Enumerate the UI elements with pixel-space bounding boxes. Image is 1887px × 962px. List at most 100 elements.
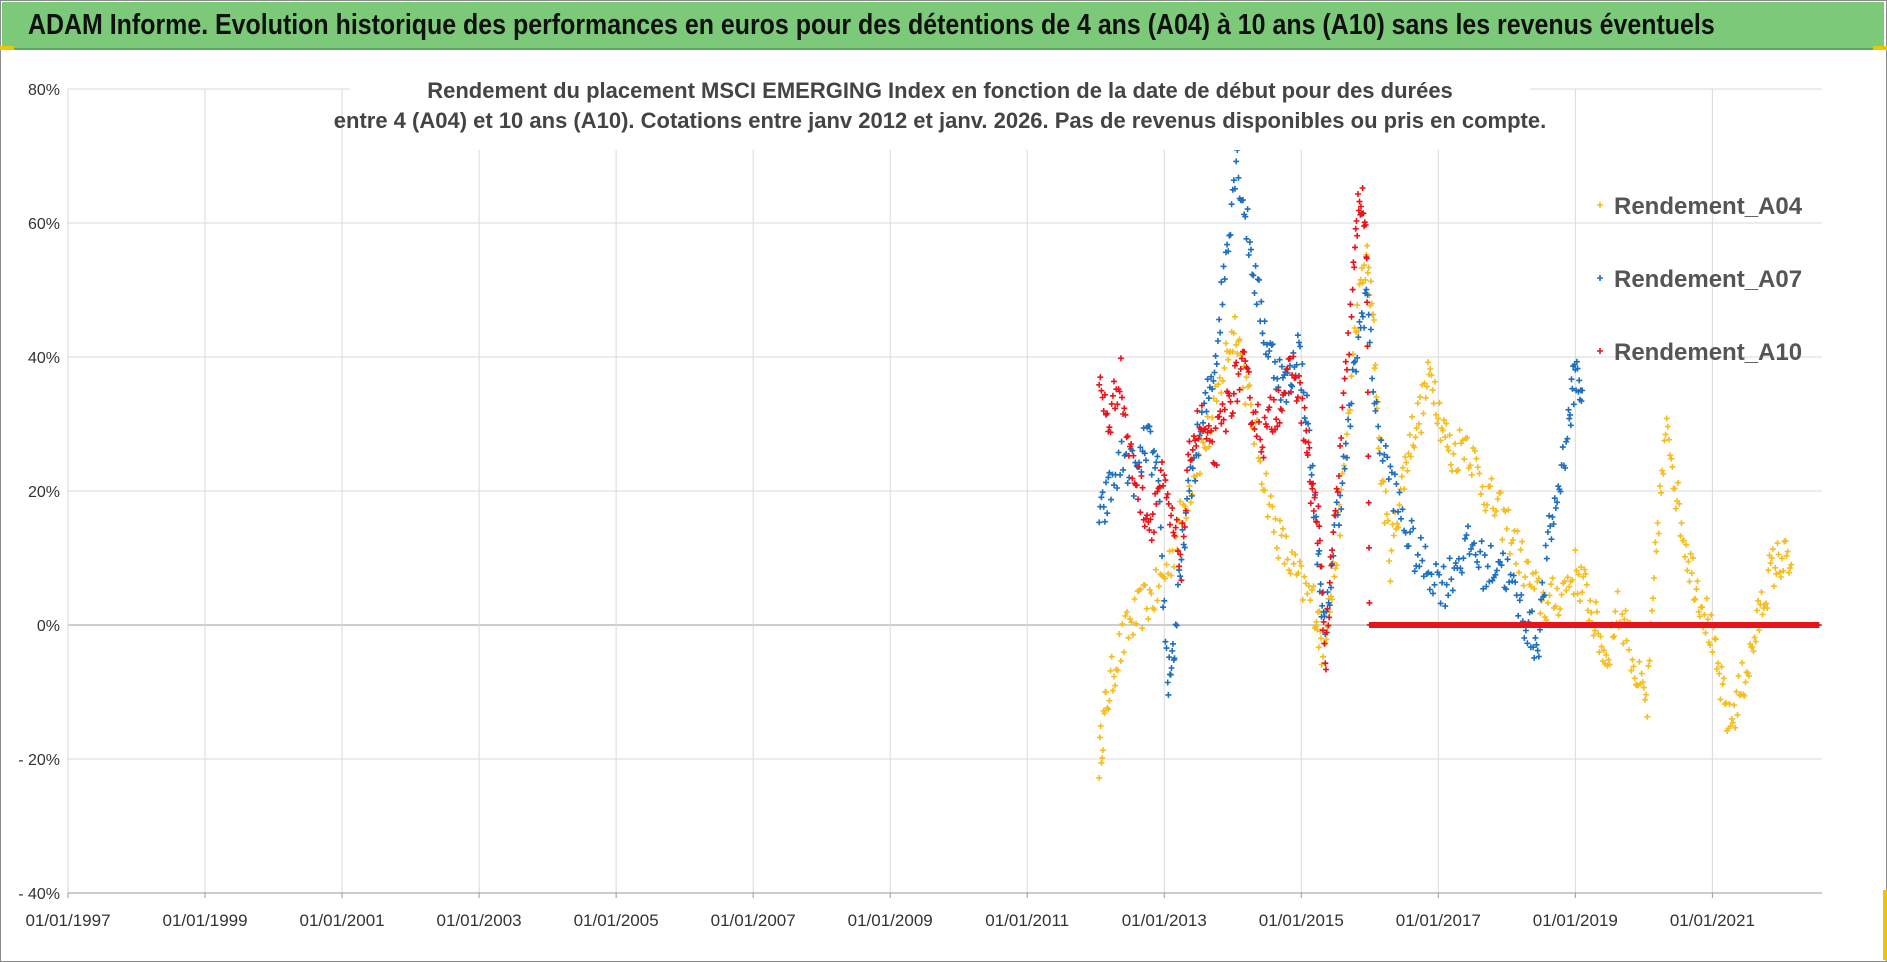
- data-point: [1499, 536, 1506, 543]
- data-point: [1606, 661, 1613, 668]
- data-point: [1484, 502, 1490, 508]
- data-point: [1569, 577, 1576, 583]
- data-point: [1646, 657, 1653, 664]
- data-point: [1306, 444, 1313, 451]
- data-point: [1099, 755, 1106, 762]
- data-point: [1733, 688, 1740, 695]
- data-point: [1478, 538, 1485, 545]
- data-point: [1180, 533, 1187, 540]
- data-point: [1752, 638, 1759, 645]
- data-point: [1354, 302, 1361, 309]
- data-point: [1597, 633, 1604, 640]
- data-point: [1192, 477, 1199, 484]
- data-point: [1230, 330, 1237, 337]
- data-point: [1160, 604, 1167, 611]
- data-point: [1288, 388, 1294, 395]
- data-point: [1135, 496, 1141, 503]
- data-point: [1329, 596, 1336, 603]
- data-point: [1664, 423, 1671, 430]
- data-point: [1270, 396, 1277, 403]
- data-point: [1416, 563, 1423, 570]
- data-point: [1301, 404, 1308, 411]
- data-point: [1120, 649, 1127, 656]
- data-point: [1500, 550, 1506, 557]
- data-point: [1474, 464, 1481, 471]
- y-tick-label: 40%: [28, 350, 60, 367]
- data-point: [1168, 512, 1175, 519]
- data-point: [1600, 647, 1607, 654]
- data-point: [1352, 244, 1358, 251]
- data-point: [1126, 474, 1133, 481]
- data-point: [1209, 414, 1216, 421]
- y-tick-label: - 20%: [18, 752, 60, 769]
- data-point: [1462, 535, 1468, 542]
- data-point: [1385, 517, 1392, 524]
- data-point: [1694, 578, 1701, 585]
- data-point: [1316, 523, 1323, 530]
- data-point: [1576, 377, 1583, 384]
- data-point: [1352, 358, 1358, 365]
- data-point: [1312, 489, 1319, 496]
- data-point: [1546, 512, 1553, 519]
- data-point: [1111, 482, 1117, 489]
- data-point: [1651, 575, 1658, 581]
- data-point: [1463, 532, 1470, 539]
- data-point: [1121, 405, 1128, 412]
- data-point: [1529, 608, 1535, 615]
- data-point: [1372, 408, 1379, 414]
- data-point: [1677, 532, 1684, 539]
- data-point: [1293, 361, 1300, 368]
- data-point: [1277, 397, 1284, 403]
- data-point: [1567, 422, 1574, 429]
- data-point: [1782, 537, 1789, 544]
- data-point: [1342, 358, 1349, 365]
- data-point: [1212, 425, 1219, 432]
- data-point: [1549, 514, 1556, 520]
- data-point: [1299, 361, 1306, 367]
- data-point: [1266, 501, 1273, 508]
- data-point: [1297, 343, 1304, 350]
- data-point: [1186, 487, 1193, 494]
- data-point: [1716, 670, 1723, 677]
- data-point: [1408, 517, 1415, 524]
- data-point: [1287, 570, 1294, 577]
- data-point: [1494, 496, 1501, 502]
- data-point: [1448, 576, 1455, 583]
- data-point: [1359, 313, 1366, 320]
- data-point: [1419, 557, 1426, 564]
- data-point: [1551, 495, 1558, 502]
- data-point: [1695, 608, 1702, 615]
- data-point: [1396, 489, 1403, 496]
- data-point: [1337, 442, 1344, 449]
- data-point: [1232, 313, 1238, 320]
- data-point: [1365, 264, 1372, 271]
- data-point: [1712, 636, 1719, 643]
- data-point: [1130, 452, 1137, 459]
- data-point: [1513, 560, 1519, 567]
- data-point: [1735, 673, 1742, 679]
- data-point: [1211, 369, 1218, 376]
- data-point: [1620, 640, 1627, 647]
- data-point: [1385, 476, 1392, 483]
- data-point: [1373, 398, 1380, 405]
- data-point: [1232, 185, 1238, 192]
- data-point: [1185, 477, 1192, 484]
- data-point: [1328, 562, 1335, 569]
- data-point: [1764, 605, 1771, 612]
- data-point: [1214, 338, 1221, 344]
- data-point: [1244, 365, 1251, 372]
- data-point: [1195, 452, 1202, 459]
- data-point: [1477, 491, 1484, 498]
- data-point: [1395, 524, 1402, 531]
- data-point: [1272, 426, 1278, 433]
- data-point: [1395, 508, 1401, 515]
- data-point: [1188, 456, 1195, 463]
- data-point: [1326, 579, 1333, 586]
- data-point: [1325, 622, 1332, 629]
- data-point: [1574, 590, 1581, 597]
- data-point: [1155, 583, 1162, 590]
- chart-legend: Rendement_A04 Rendement_A07 Rendement_A10: [1597, 193, 1803, 366]
- data-point: [1143, 605, 1150, 612]
- data-point: [1164, 679, 1171, 686]
- data-point: [1653, 548, 1660, 555]
